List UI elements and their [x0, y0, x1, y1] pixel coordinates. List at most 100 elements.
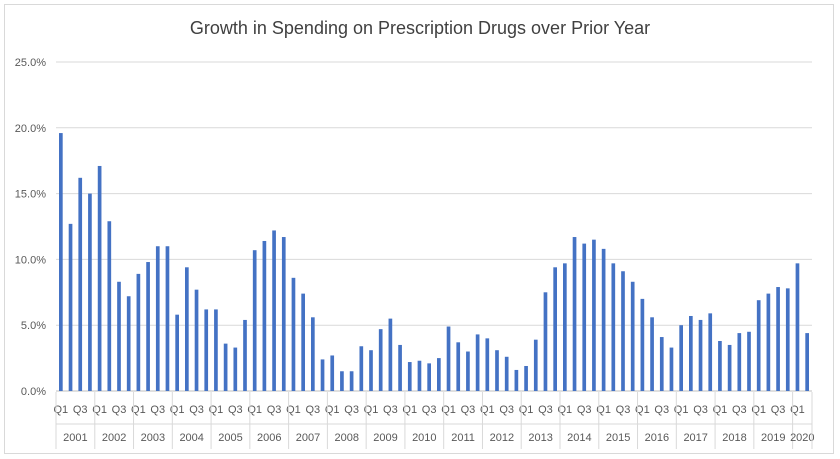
- bar: [543, 292, 548, 391]
- bar: [572, 237, 577, 391]
- bar: [340, 371, 344, 391]
- x-quarter-label: Q1: [441, 404, 456, 416]
- x-quarter-label: Q1: [751, 404, 766, 416]
- bar: [766, 293, 771, 391]
- bar: [689, 315, 693, 391]
- x-quarter-label: Q3: [771, 404, 786, 416]
- bar: [378, 329, 383, 391]
- bar: [243, 319, 247, 391]
- bar: [281, 237, 286, 391]
- bar: [737, 333, 742, 391]
- x-quarter-label: Q1: [596, 404, 611, 416]
- bar: [223, 343, 228, 391]
- x-quarter-label: Q3: [538, 404, 553, 416]
- bar: [621, 271, 625, 391]
- x-year-label: 2014: [567, 432, 591, 444]
- x-year-label: 2011: [451, 432, 475, 444]
- bar: [59, 133, 63, 391]
- x-quarter-label: Q3: [654, 404, 669, 416]
- bar: [514, 369, 519, 391]
- bar: [252, 250, 257, 391]
- x-year-label: 2008: [335, 432, 359, 444]
- bar: [407, 362, 412, 391]
- x-quarter-label: Q1: [364, 404, 379, 416]
- bar: [747, 331, 751, 391]
- bar: [611, 263, 616, 391]
- bar: [795, 263, 800, 391]
- bar: [650, 317, 654, 391]
- x-quarter-label: Q1: [325, 404, 340, 416]
- x-year-label: 2016: [645, 432, 669, 444]
- bar: [233, 347, 238, 391]
- bar: [165, 246, 170, 391]
- x-quarter-label: Q1: [713, 404, 728, 416]
- bar: [155, 246, 160, 391]
- x-quarter-label: Q1: [247, 404, 262, 416]
- bar: [485, 338, 490, 391]
- bar: [495, 350, 499, 391]
- x-quarter-label: Q1: [635, 404, 650, 416]
- bar: [679, 325, 683, 391]
- x-year-label: 2006: [257, 432, 281, 444]
- bar: [756, 300, 761, 391]
- bar: [466, 351, 470, 391]
- x-quarter-label: Q3: [73, 404, 88, 416]
- bar: [592, 239, 596, 391]
- bar: [437, 358, 441, 391]
- bar: [398, 344, 402, 391]
- bar: [456, 342, 461, 391]
- bar: [727, 344, 732, 391]
- bar: [805, 333, 809, 391]
- bar: [117, 281, 121, 391]
- x-quarter-label: Q3: [693, 404, 708, 416]
- x-year-label: 2002: [102, 432, 126, 444]
- bar: [533, 339, 538, 391]
- x-quarter-label: Q3: [112, 404, 127, 416]
- bar: [330, 355, 335, 391]
- bar: [630, 281, 635, 391]
- x-quarter-label: Q3: [383, 404, 398, 416]
- x-year-label: 2005: [218, 432, 242, 444]
- x-year-label: 2013: [528, 432, 552, 444]
- x-quarter-label: Q3: [344, 404, 359, 416]
- x-year-label: 2020: [790, 432, 814, 444]
- bar: [146, 262, 150, 391]
- bar: [504, 356, 509, 391]
- x-year-label: 2017: [683, 432, 707, 444]
- bar: [175, 314, 179, 391]
- x-quarter-label: Q1: [131, 404, 146, 416]
- x-year-label: 2007: [296, 432, 320, 444]
- bar: [659, 337, 664, 391]
- x-quarter-label: Q3: [499, 404, 514, 416]
- chart-title: Growth in Spending on Prescription Drugs…: [189, 18, 651, 38]
- bar: [97, 165, 102, 391]
- bar: [301, 293, 305, 391]
- x-year-label: 2001: [63, 432, 87, 444]
- bar: [272, 230, 276, 391]
- bar: [78, 177, 83, 391]
- x-year-label: 2003: [141, 432, 165, 444]
- bar: [553, 267, 557, 391]
- x-quarter-label: Q1: [790, 404, 805, 416]
- bar: [475, 334, 480, 391]
- y-tick-label: 5.0%: [21, 320, 46, 332]
- y-tick-label: 20.0%: [15, 123, 46, 135]
- y-tick-label: 15.0%: [15, 189, 46, 201]
- bar: [204, 309, 209, 391]
- x-year-label: 2010: [412, 432, 436, 444]
- bar: [698, 319, 703, 391]
- y-tick-label: 25.0%: [15, 57, 46, 69]
- bar: [563, 263, 567, 391]
- bar: [136, 273, 141, 391]
- x-quarter-label: Q1: [480, 404, 495, 416]
- bar: [669, 347, 674, 391]
- x-year-label: 2015: [606, 432, 630, 444]
- x-quarter-label: Q3: [422, 404, 437, 416]
- bar: [369, 350, 373, 391]
- x-quarter-label: Q3: [306, 404, 321, 416]
- bar: [776, 287, 780, 391]
- x-year-label: 2004: [179, 432, 203, 444]
- x-quarter-label: Q3: [732, 404, 747, 416]
- x-quarter-label: Q1: [558, 404, 573, 416]
